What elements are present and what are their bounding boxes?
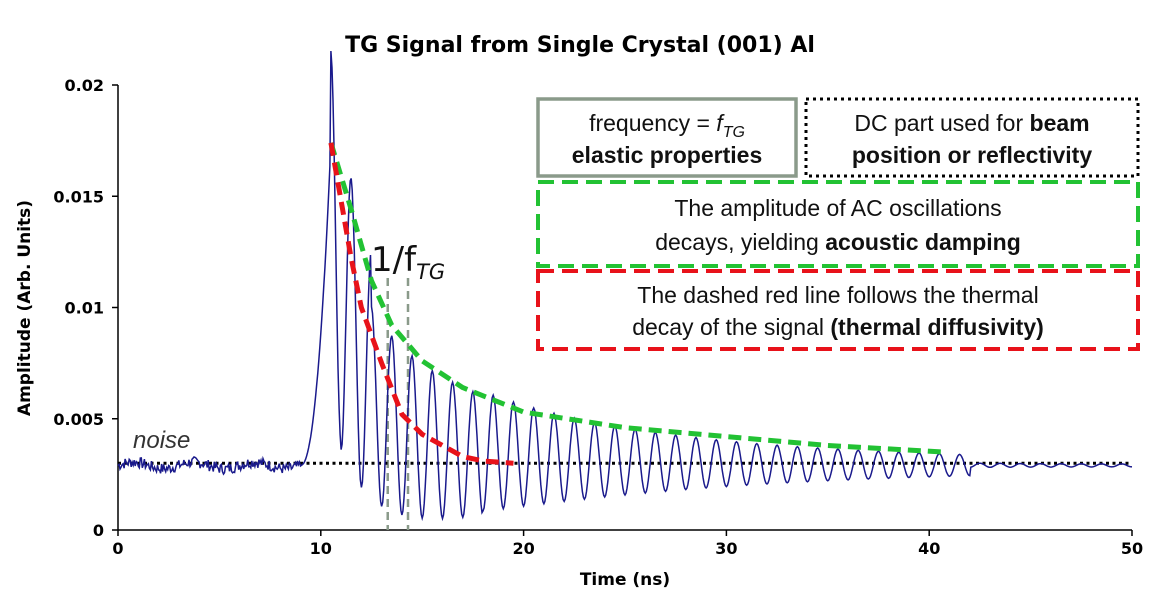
- dc-line2: position or reflectivity: [852, 142, 1092, 168]
- dc-line1: DC part used for beam: [854, 110, 1089, 136]
- chart-title: TG Signal from Single Crystal (001) Al: [345, 33, 815, 58]
- noise-label: noise: [133, 427, 190, 454]
- thermal-box-border: [536, 269, 1140, 351]
- x-tick-label: 20: [512, 539, 534, 558]
- overlays-front: [328, 142, 946, 466]
- x-tick-label: 10: [310, 539, 332, 558]
- thermal-annotation-box: The dashed red line follows the thermal …: [536, 269, 1140, 351]
- y-tick-label: 0.02: [65, 76, 104, 95]
- ac-line2-plain: decays, yielding: [655, 229, 825, 255]
- x-tick-label: 0: [112, 539, 123, 558]
- thermal-line2-bold: (thermal diffusivity): [830, 314, 1043, 340]
- frequency-box-border: [536, 97, 798, 178]
- thermal-decay-line: [328, 142, 514, 466]
- thermal-line1: The dashed red line follows the thermal: [637, 282, 1038, 308]
- frequency-line2: elastic properties: [572, 142, 762, 168]
- period-label-subscript: TG: [416, 260, 445, 284]
- period-label-text: 1/f: [371, 240, 417, 280]
- ac-line2: decays, yielding acoustic damping: [655, 229, 1021, 255]
- dc-annotation-box: DC part used for beam position or reflec…: [804, 97, 1140, 178]
- x-tick-label: 50: [1121, 539, 1143, 558]
- signal-series-line: [117, 50, 1133, 522]
- y-tick-label: 0: [93, 521, 104, 540]
- dc-box-border: [804, 97, 1140, 178]
- x-axis-label: Time (ns): [580, 570, 670, 590]
- period-label: 1/fTG: [371, 240, 445, 284]
- ac-line1: The amplitude of AC oscillations: [674, 195, 1001, 221]
- thermal-line2-plain: decay of the signal: [632, 314, 830, 340]
- ac-line2-bold: acoustic damping: [825, 229, 1021, 255]
- ac-annotation-box: The amplitude of AC oscillations decays,…: [536, 180, 1140, 268]
- ac-box-border: [536, 180, 1140, 268]
- dc-line1-bold: beam: [1030, 110, 1090, 136]
- axis-ticks: 0 10 20 30 40 50 0 0.005 0.01 0.015 0.02: [53, 76, 1143, 558]
- frequency-f-symbol: f: [716, 110, 725, 136]
- frequency-f-subscript: TG: [723, 124, 745, 141]
- y-tick-label: 0.005: [53, 410, 104, 429]
- acoustic-envelope-line: [328, 142, 946, 455]
- x-tick-label: 40: [918, 539, 940, 558]
- dc-line1-plain: DC part used for: [854, 110, 1029, 136]
- frequency-annotation-box: frequency = fTG elastic properties: [536, 97, 798, 178]
- y-tick-label: 0.015: [53, 187, 104, 206]
- y-tick-label: 0.01: [65, 299, 104, 318]
- thermal-line2: decay of the signal (thermal diffusivity…: [632, 314, 1044, 340]
- x-tick-label: 30: [715, 539, 737, 558]
- frequency-line1: frequency = fTG: [589, 110, 745, 141]
- frequency-line1-prefix: frequency =: [589, 110, 716, 136]
- y-axis-label: Amplitude (Arb. Units): [15, 200, 35, 416]
